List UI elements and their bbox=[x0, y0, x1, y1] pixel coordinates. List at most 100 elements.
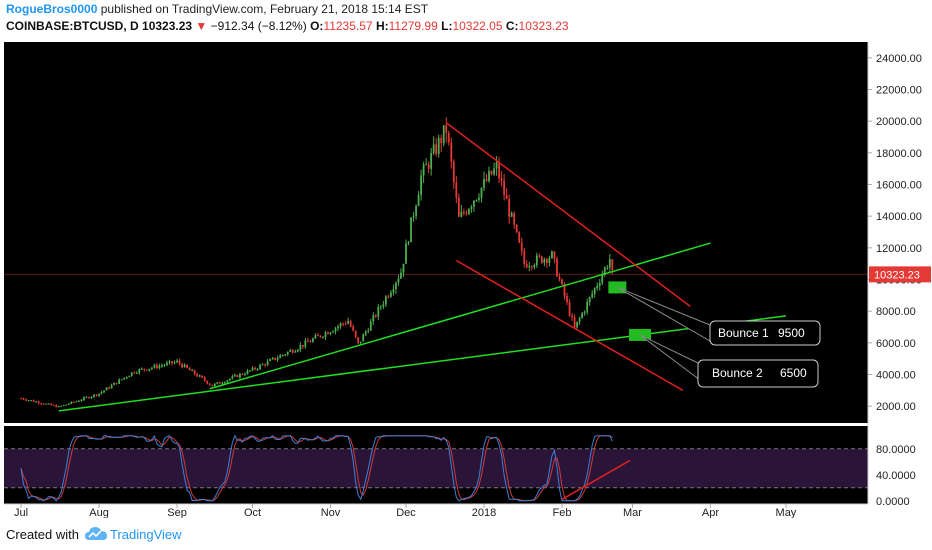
candle-body bbox=[83, 397, 85, 400]
price-chart-svg[interactable]: 24000.00 22000.00 20000.00 18000.00 16000.00… bbox=[0, 38, 932, 519]
candle-body bbox=[553, 251, 556, 259]
candle-body bbox=[40, 403, 43, 405]
candle-body bbox=[412, 216, 415, 218]
candle-body bbox=[415, 206, 417, 217]
candle-body bbox=[266, 361, 269, 366]
chart-area[interactable]: 24000.00 22000.00 20000.00 18000.00 16000.00… bbox=[0, 38, 932, 519]
stoch-tick-label: 80.0000 bbox=[876, 444, 916, 456]
candle-body bbox=[289, 350, 292, 352]
support-line-lower bbox=[58, 315, 787, 412]
candle-body bbox=[359, 341, 362, 343]
candle-body bbox=[173, 362, 176, 364]
candle-body bbox=[309, 341, 312, 343]
candle-body bbox=[440, 137, 443, 144]
candle-body bbox=[450, 142, 453, 162]
candle-body bbox=[110, 385, 113, 389]
candle-body bbox=[520, 242, 523, 251]
candle-body bbox=[422, 164, 425, 176]
candle-body bbox=[113, 382, 116, 386]
y-tick-label: 14000.00 bbox=[876, 211, 922, 223]
tradingview-brand[interactable]: TradingView bbox=[110, 527, 182, 542]
candle-body bbox=[281, 354, 284, 356]
candle-body bbox=[372, 315, 375, 322]
candle-body bbox=[231, 376, 234, 379]
candle-body bbox=[236, 374, 239, 378]
candle-body bbox=[462, 211, 465, 213]
candle-body bbox=[125, 377, 128, 379]
candle-body bbox=[583, 311, 586, 314]
high-label: H: bbox=[375, 19, 389, 33]
candle-body bbox=[447, 132, 450, 143]
candle-body bbox=[344, 323, 347, 325]
candle-body bbox=[576, 321, 578, 328]
candle-body bbox=[538, 255, 541, 257]
candle-body bbox=[470, 206, 473, 210]
candle-body bbox=[601, 274, 604, 283]
candle-body bbox=[226, 380, 229, 383]
candle-body bbox=[588, 297, 591, 302]
candle-body bbox=[405, 243, 407, 264]
publisher-line: RogueBros0000 published on TradingView.c… bbox=[6, 2, 428, 16]
candle-body bbox=[503, 180, 506, 196]
candle-body bbox=[171, 361, 173, 364]
candle-body bbox=[148, 368, 151, 371]
candle-body bbox=[505, 195, 508, 200]
candle-body bbox=[495, 162, 498, 169]
candle-body bbox=[93, 394, 95, 397]
candle-body bbox=[417, 194, 420, 207]
candle-body bbox=[543, 259, 546, 263]
candle-body bbox=[518, 232, 521, 243]
bounce-2-label: Bounce 2 bbox=[712, 366, 763, 380]
candle-body bbox=[374, 315, 377, 317]
y-tick-label: 2000.00 bbox=[876, 401, 916, 413]
last-price-tag bbox=[869, 266, 931, 283]
x-tick-label: Oct bbox=[244, 507, 261, 518]
last-price: 10323.23 bbox=[142, 19, 193, 33]
candle-body bbox=[379, 306, 382, 308]
y-tick-label: 18000.00 bbox=[876, 148, 922, 160]
candle-body bbox=[244, 374, 246, 376]
candle-body bbox=[442, 125, 445, 144]
pane-separator bbox=[4, 423, 868, 426]
candle-body bbox=[525, 263, 528, 268]
y-tick-label: 22000.00 bbox=[876, 85, 922, 97]
ohlc-line: COINBASE:BTCUSD, D 10323.23 ▼ −912.34 (−… bbox=[6, 19, 569, 33]
author-name[interactable]: RogueBros0000 bbox=[6, 2, 98, 16]
candle-body bbox=[75, 401, 78, 403]
candle-body bbox=[274, 357, 277, 360]
candle-body bbox=[515, 224, 518, 233]
chart-background bbox=[4, 42, 868, 504]
candle-body bbox=[221, 382, 224, 384]
candle-body bbox=[80, 399, 83, 401]
candle-body bbox=[161, 365, 163, 367]
candle-body bbox=[402, 263, 405, 273]
candle-body bbox=[150, 367, 153, 369]
candle-body bbox=[480, 187, 483, 198]
candle-body bbox=[228, 378, 231, 381]
chart-header: RogueBros0000 published on TradingView.c… bbox=[0, 0, 932, 38]
candle-body bbox=[198, 375, 201, 377]
candle-body bbox=[156, 365, 158, 369]
candle-body bbox=[158, 365, 161, 369]
candle-body bbox=[432, 144, 435, 154]
candle-body bbox=[498, 162, 500, 179]
candle-body bbox=[128, 375, 131, 378]
candle-body bbox=[296, 349, 299, 352]
candle-body bbox=[400, 272, 402, 279]
candle-body bbox=[342, 323, 344, 325]
candle-body bbox=[581, 313, 584, 319]
candle-body bbox=[176, 360, 178, 363]
candle-body bbox=[606, 267, 609, 269]
candle-body bbox=[201, 375, 204, 378]
tradingview-cloud-icon[interactable] bbox=[84, 525, 108, 543]
chart-footer: Created with TradingView bbox=[0, 518, 932, 550]
candle-body bbox=[483, 179, 485, 188]
created-with-label: Created with bbox=[6, 527, 79, 542]
candle-body bbox=[254, 367, 256, 370]
candle-body bbox=[276, 358, 279, 360]
candle-body bbox=[120, 379, 123, 381]
candle-body bbox=[251, 367, 254, 371]
candle-body bbox=[32, 400, 35, 402]
y-tick-label: 16000.00 bbox=[876, 180, 922, 192]
candle-body bbox=[304, 340, 307, 347]
